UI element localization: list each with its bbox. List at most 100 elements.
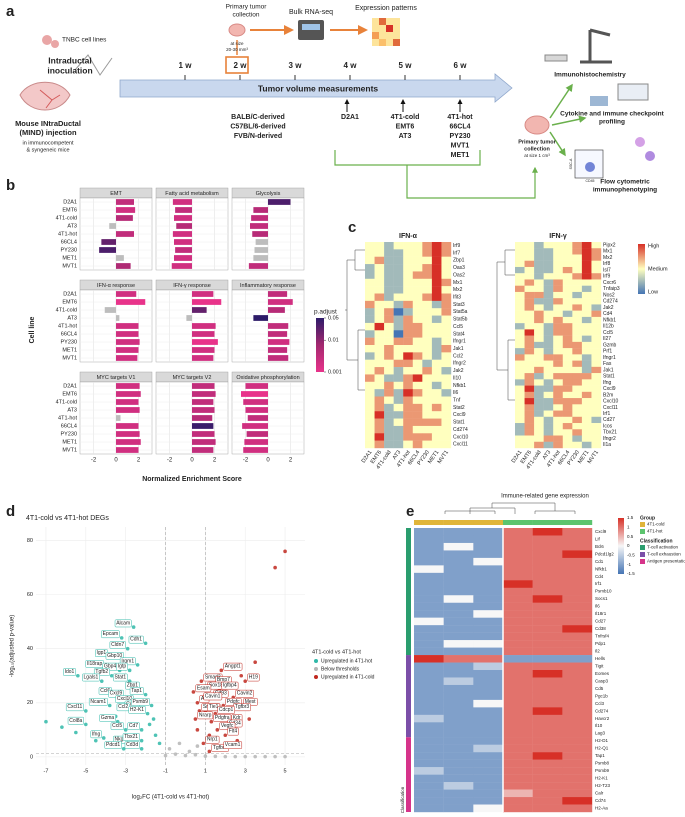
- heatmap-cell: [365, 418, 375, 427]
- row-label: Cd274: [595, 708, 609, 713]
- heatmap-cell: [374, 315, 385, 324]
- heatmap-cell: [534, 335, 544, 343]
- heatmap-cell: [431, 271, 442, 279]
- heatmap-cell: [441, 322, 452, 331]
- point: [173, 752, 178, 756]
- heatmap-cell: [534, 360, 544, 368]
- heatmap-cell: [524, 404, 535, 411]
- heatmap-cell: [543, 423, 554, 430]
- point: [243, 754, 248, 759]
- bar: [116, 323, 139, 329]
- heatmap-cell: [532, 782, 563, 790]
- row-label: Il10: [595, 723, 603, 728]
- row-label: Cd27: [595, 619, 606, 624]
- heatmap-cell: [365, 352, 375, 360]
- heatmap-cell: [572, 410, 583, 417]
- heatmap-cell: [572, 360, 583, 368]
- heatmap-cell: [534, 404, 544, 411]
- heatmap-cell: [422, 411, 433, 419]
- heatmap-cell: [532, 662, 563, 671]
- heatmap-cell: [532, 677, 563, 686]
- gene-label: Pdcd1: [106, 742, 120, 748]
- heatmap-cell: [591, 391, 602, 399]
- heatmap-cell: [443, 670, 474, 678]
- bar: [192, 447, 214, 453]
- bar: [192, 307, 207, 313]
- point: [215, 728, 220, 732]
- heatmap-cell: [524, 310, 535, 318]
- heatmap-cell: [422, 308, 433, 316]
- heatmap-cell: [532, 692, 563, 701]
- heatmap-cell: [503, 542, 533, 551]
- heatmap-cell: [524, 323, 535, 330]
- group-bar: [473, 520, 504, 525]
- heatmap-cell: [431, 411, 442, 419]
- heatmap-cell: [553, 423, 563, 430]
- class-strip: [406, 528, 411, 656]
- heatmap-cell: [562, 557, 593, 566]
- heatmap-cell: [581, 273, 592, 280]
- heatmap-cell: [414, 744, 444, 753]
- heatmap-cell: [581, 316, 592, 324]
- gene-label: Psmb9: [133, 699, 149, 705]
- bar: [175, 207, 192, 213]
- heatmap-cell: [374, 300, 385, 309]
- heatmap-cell: [414, 797, 444, 805]
- heatmap-cell: [515, 410, 525, 417]
- label-box: [131, 697, 150, 706]
- heatmap-cell: [412, 411, 423, 419]
- heatmap-cell: [393, 315, 404, 324]
- bar: [241, 391, 268, 397]
- heatmap-cell: [431, 322, 442, 331]
- row-label: Nfkb1: [603, 317, 616, 323]
- heatmap-cell: [414, 535, 444, 544]
- x-tick-label: -5: [83, 768, 88, 774]
- point: [177, 741, 182, 746]
- heatmap-cell: [422, 315, 433, 324]
- row-label: Tbx21: [603, 430, 617, 436]
- heatmap-cell: [562, 662, 593, 671]
- heatmap-cell: [414, 699, 444, 708]
- heatmap-cell: [412, 300, 423, 309]
- heatmap-cell: [412, 337, 423, 346]
- label: Cytokine and immune checkpoint: [560, 111, 664, 118]
- heatmap-cell: [431, 367, 442, 375]
- strain: C57BL/6-derived: [230, 123, 285, 130]
- heatmap-cell: [543, 341, 554, 349]
- point: [127, 668, 132, 673]
- heatmap-cell: [365, 300, 375, 309]
- heatmap-cell: [473, 692, 504, 701]
- heatmap-cell: [591, 404, 602, 411]
- heatmap-cell: [543, 398, 554, 405]
- label-box: [101, 630, 120, 639]
- heatmap-cell: [572, 310, 583, 318]
- heatmap-cell: [403, 411, 413, 419]
- y-tick-label: 4T1-cold: [56, 215, 77, 221]
- bar: [192, 407, 215, 413]
- heatmap-cell: [553, 329, 563, 336]
- heatmap-cell: [374, 242, 385, 250]
- heatmap-cell: [532, 722, 563, 730]
- heatmap-cell: [534, 323, 544, 330]
- point: [44, 719, 48, 724]
- heatmap-cell: [403, 330, 413, 338]
- row-label: Gzmb: [603, 342, 617, 348]
- heatmap-cell: [503, 774, 533, 783]
- heatmap-cell: [524, 441, 535, 449]
- heatmap-cell: [422, 359, 433, 368]
- heatmap-cell: [553, 391, 563, 399]
- heatmap-cell: [515, 341, 525, 349]
- heatmap-cell: [562, 804, 593, 813]
- heatmap-cell: [412, 374, 423, 382]
- heatmap-cell: [572, 441, 583, 449]
- y-tick-label: MET1: [62, 347, 77, 353]
- heatmap-cell: [443, 767, 474, 775]
- heatmap-cell: [365, 411, 375, 419]
- cell-line: PY230: [449, 133, 470, 140]
- heatmap-cell: [503, 677, 533, 686]
- heatmap-cell: [553, 429, 563, 436]
- colorbar-tick-label: -1: [627, 562, 631, 567]
- heatmap-cell: [562, 595, 593, 603]
- row-label: Psmb10: [595, 589, 612, 594]
- heatmap-cell: [414, 595, 444, 603]
